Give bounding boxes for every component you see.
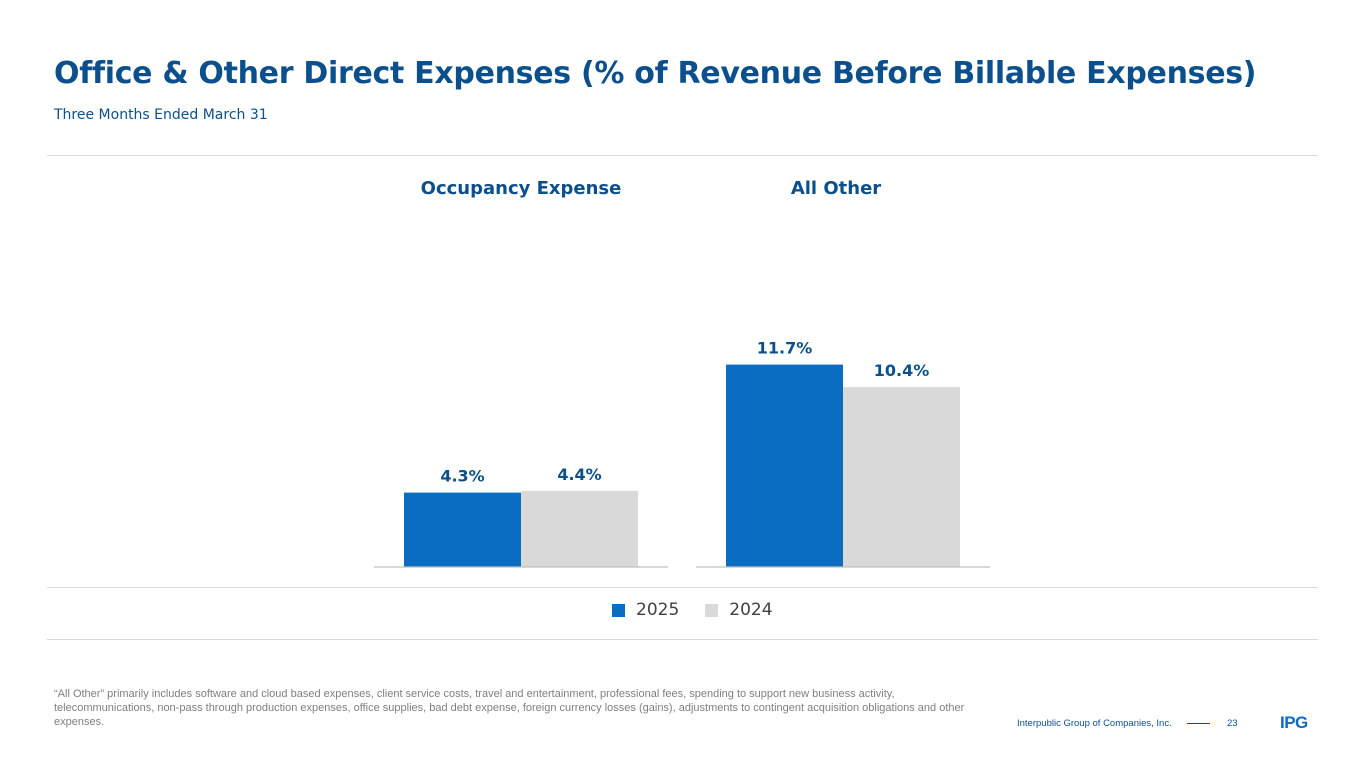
legend-divider xyxy=(47,587,1318,588)
data-label-occupancy-expense-2025: 4.3% xyxy=(440,467,484,486)
legend-swatch-2025 xyxy=(612,603,625,617)
bottom-divider xyxy=(47,639,1318,640)
top-divider xyxy=(47,155,1318,156)
footer-company: Interpublic Group of Companies, Inc. xyxy=(1017,718,1172,729)
legend-swatch-2024 xyxy=(705,603,719,617)
legend-item-2025: 2025 xyxy=(612,600,679,620)
chart-legend: 2025 2024 xyxy=(612,600,799,620)
footer-separator xyxy=(1187,723,1210,724)
data-label-all-other-2025: 11.7% xyxy=(757,339,813,358)
chart-title-all-other: All Other xyxy=(791,178,881,199)
bar-charts: Occupancy Expense 4.3% 4.4% All Other 11.7% 1… xyxy=(374,178,990,568)
bar-occupancy-expense-2024 xyxy=(521,490,638,567)
ipg-logo-text: IPG xyxy=(1280,713,1308,732)
bar-all-other-2024 xyxy=(843,387,960,567)
legend-item-2024: 2024 xyxy=(705,600,773,620)
bar-occupancy-expense-2025 xyxy=(404,492,521,567)
page-subtitle: Three Months Ended March 31 xyxy=(54,107,268,123)
ipg-logo: IPG xyxy=(1280,713,1309,732)
page-title: Office & Other Direct Expenses (% of Rev… xyxy=(54,56,1257,91)
legend-label-2024: 2024 xyxy=(729,600,773,620)
page-number: 23 xyxy=(1227,718,1238,729)
data-label-occupancy-expense-2024: 4.4% xyxy=(557,465,601,484)
bar-all-other-2025 xyxy=(726,364,843,567)
legend-label-2025: 2025 xyxy=(636,600,680,620)
footnote: “All Other” primarily includes software … xyxy=(54,688,965,728)
data-label-all-other-2024: 10.4% xyxy=(874,361,930,380)
chart-title-occupancy-expense: Occupancy Expense xyxy=(421,178,622,199)
